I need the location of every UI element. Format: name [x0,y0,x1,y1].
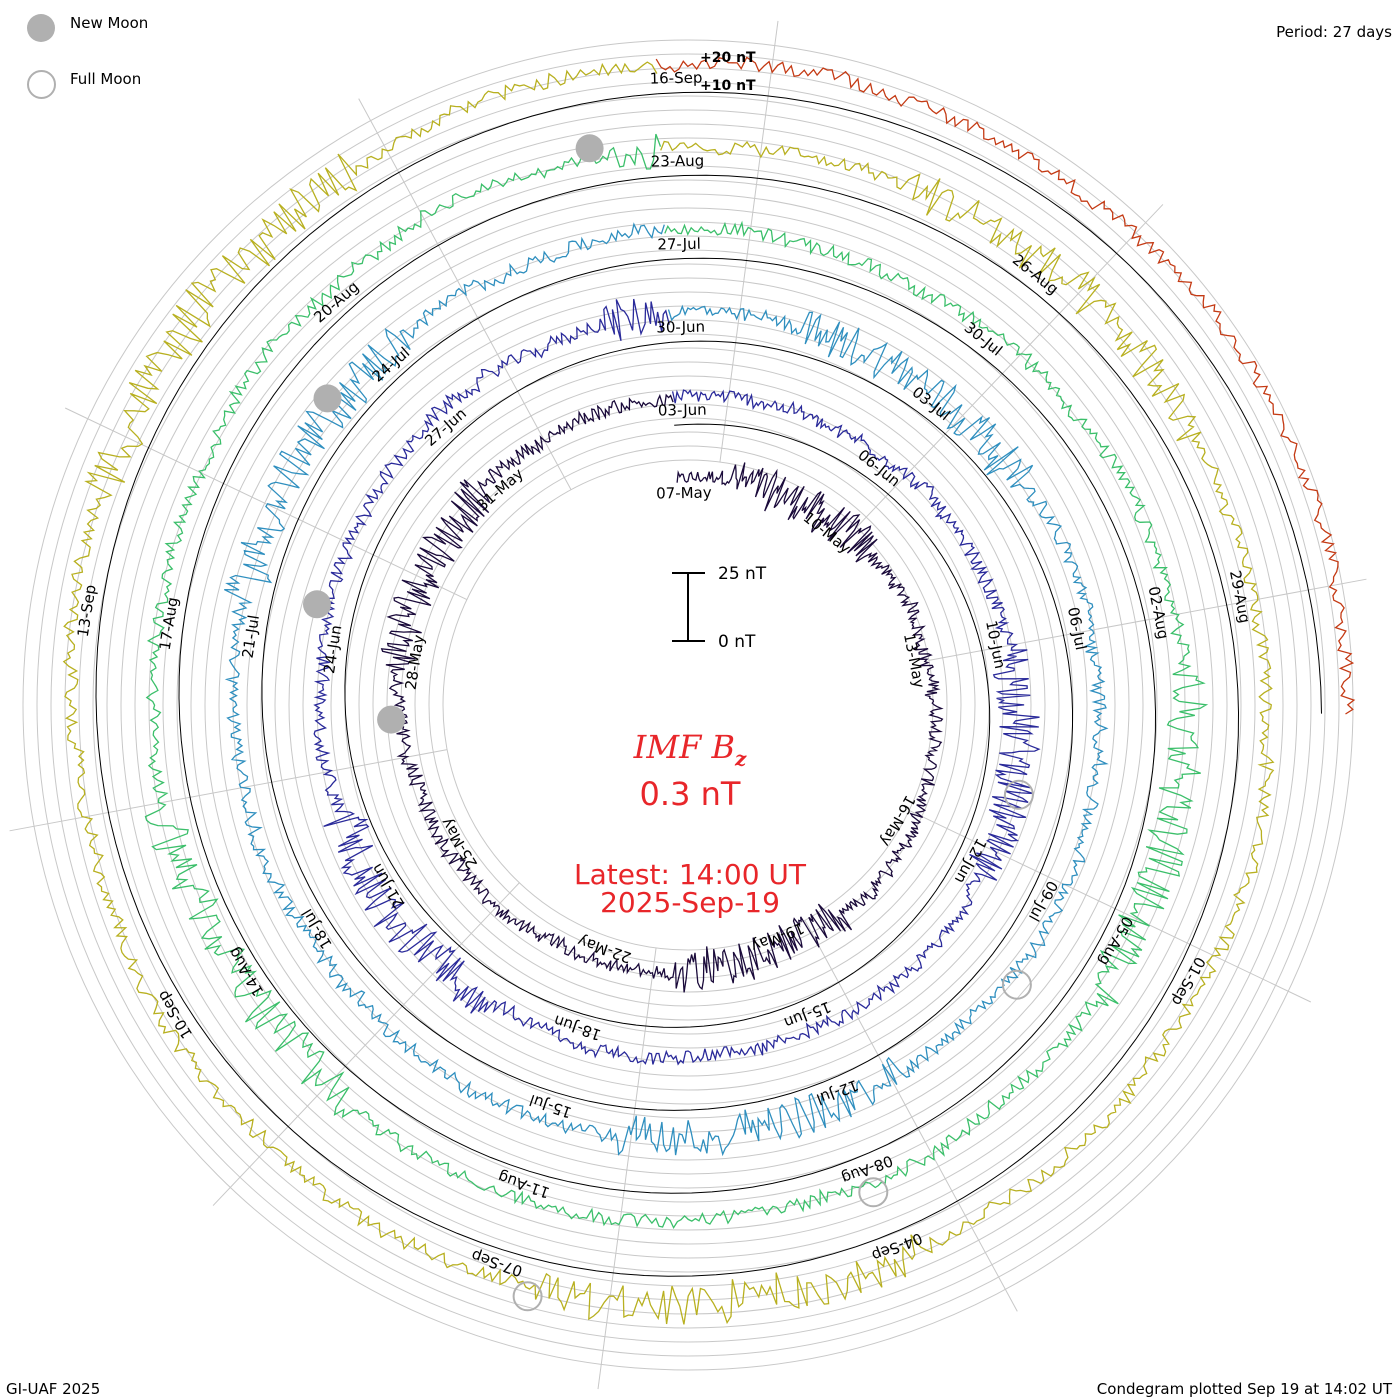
condegram-spokes [9,20,1367,1390]
guide-ring [204,221,1172,1189]
guide-ring [442,459,934,951]
date-label: 25-May [437,815,481,872]
new-moon-icon [27,14,55,42]
guide-ring [78,95,1298,1315]
series-turn-30-Jun [224,222,1109,1157]
series-turn-07-May [380,393,944,993]
zero-baseline [95,93,1240,1277]
guide-ring [218,235,1158,1175]
scale-bar: 25 nT 0 nT [672,564,767,652]
guide-ring [372,389,1004,1021]
date-label: 17-Aug [156,596,182,652]
guide-ring [414,431,962,979]
guide-ring [344,361,1032,1049]
moon-markers [303,134,1034,1312]
scale-label-plus20: +20 nT [700,50,756,66]
date-label: 03-Jun [658,401,707,420]
full-moon-icon [27,70,56,99]
chart-title-sub: z [734,746,747,771]
date-label: 19-May [748,919,806,956]
footer-left: GI-UAF 2025 [6,1380,101,1398]
new-moon-marker [377,705,406,734]
chart-title: IMF Bz [560,728,820,770]
guide-ring [260,277,1116,1133]
full-moon-label: Full Moon [70,70,142,88]
date-label: 04-Sep [869,1229,925,1265]
full-moon-marker [512,1281,543,1312]
grid-spoke [908,810,1312,1003]
scale-bar-top-label: 25 nT [718,564,767,584]
grid-spoke [597,947,657,1390]
latest-time: Latest: 14:00 UT [573,858,807,891]
date-label: 07-May [656,483,712,502]
full-moon-marker [858,1177,889,1208]
date-label: 18-Jul [298,906,336,952]
guide-ring [274,291,1102,1119]
guide-ring [190,207,1186,1203]
new-moon-marker [575,134,604,163]
grid-spoke [928,578,1367,661]
zero-baseline [344,341,991,1028]
guide-ring [162,179,1214,1231]
new-moon-label: New Moon [70,14,149,32]
guide-ring [22,39,1354,1371]
series-turn-27-Jul [144,133,1209,1230]
grid-spoke [856,204,1164,528]
guide-ring [288,305,1088,1105]
guide-ring [134,151,1242,1259]
zero-baseline [657,91,1322,714]
guide-ring [246,263,1130,1147]
date-label: 26-Aug [1009,251,1062,299]
date-label: 30-Jul [961,318,1006,359]
guide-ring [302,319,1074,1091]
grid-spoke [9,749,448,832]
date-label: 21-Jul [239,614,264,660]
date-label: 30-Jun [656,318,705,337]
scale-bar-bottom-label: 0 nT [718,632,756,652]
guide-ring [50,67,1326,1343]
date-label: 16-May [876,792,919,849]
chart-title-main: IMF B [633,728,735,766]
new-moon-marker [313,384,342,413]
date-label: 16-Sep [649,69,702,88]
guide-ring [232,249,1144,1161]
guide-ring [358,375,1018,1035]
series-turn-23-Aug [62,61,1275,1325]
date-label: 23-Aug [651,152,705,171]
grid-spoke [64,407,468,600]
latest-value: 0.3 nT [639,775,741,813]
guide-ring [176,193,1200,1217]
scale-label-plus10: +10 nT [700,78,756,94]
guide-ring [330,347,1046,1063]
grid-spoke [804,920,1018,1312]
zero-baseline [261,259,1073,1111]
guide-ring [120,137,1256,1273]
grid-spoke [719,20,779,463]
condegram-grid [22,39,1354,1371]
full-moon-marker [1003,779,1034,810]
latest-date: 2025-Sep-19 [600,886,780,919]
full-moon-marker [1001,969,1032,1000]
grid-spoke [212,882,520,1206]
zero-baseline [178,176,1157,1194]
series-turn-03-Jun [313,298,1041,1066]
date-label: 09-Jul [1025,878,1062,925]
new-moon-marker [303,590,331,619]
date-label: 27-Jul [657,235,701,254]
series-turn-16-Sep [655,56,1356,715]
guide-ring [400,417,976,993]
guide-ring [36,53,1340,1357]
guide-ring [64,81,1312,1329]
guide-ring [106,123,1270,1287]
date-label: 13-Sep [74,583,100,638]
footer-right: Condegram plotted Sep 19 at 14:02 UT [1096,1380,1392,1398]
condegram-series [62,56,1356,1325]
guide-ring [148,165,1228,1245]
date-label: 10-Sep [153,987,196,1041]
period-label: Period: 27 days [1276,23,1392,41]
